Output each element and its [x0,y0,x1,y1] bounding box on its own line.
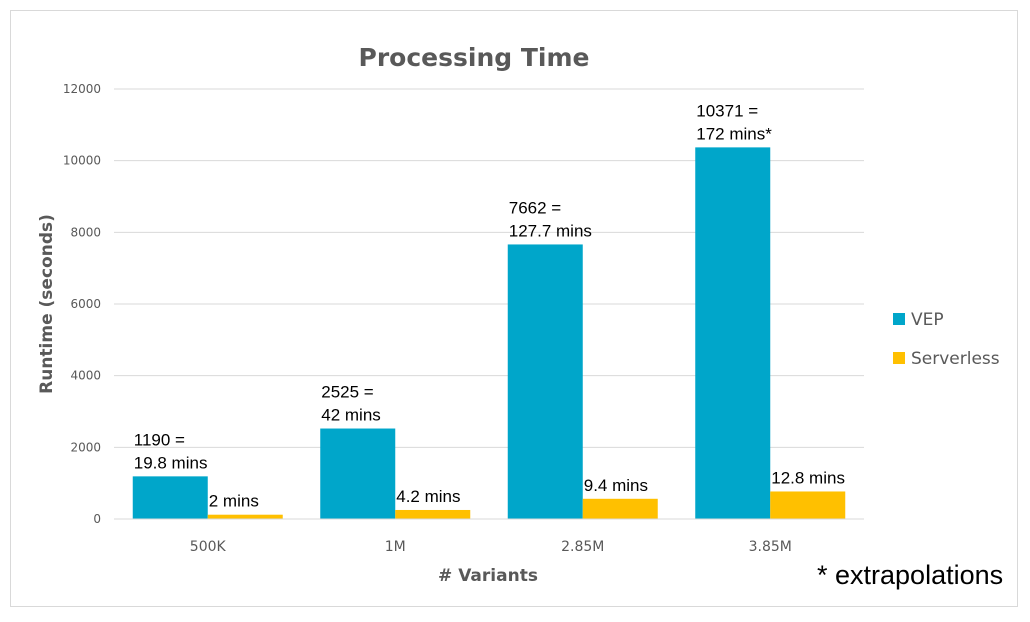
data-label-serverless: 9.4 mins [584,476,648,495]
x-tick-label: 2.85M [561,539,604,555]
bars [132,147,846,519]
y-tick-label: 4000 [70,369,101,383]
bar-serverless [207,514,283,519]
bar-vep [320,428,396,519]
footnote: * extrapolations [817,560,1004,590]
bar-vep [695,147,771,519]
data-label-serverless: 12.8 mins [771,468,845,487]
data-label-serverless: 4.2 mins [396,487,460,506]
data-label-vep: 7662 = [509,198,562,217]
y-tick-label: 6000 [70,297,101,311]
y-tick-label: 10000 [63,154,101,168]
legend-label-serverless: Serverless [911,349,1000,369]
legend: VEP Serverless [893,310,1000,369]
data-label-vep: 2525 = [321,383,374,402]
x-tick-label: 3.85M [749,539,792,555]
y-tick-label: 12000 [63,82,101,96]
y-axis-ticks: 0 2000 4000 6000 8000 10000 12000 [63,82,101,526]
data-label-vep: 172 mins* [696,124,772,143]
data-label-vep: 19.8 mins [134,453,208,472]
data-label-vep: 10371 = [696,101,758,120]
y-tick-label: 8000 [70,225,101,239]
y-tick-label: 0 [93,512,101,526]
data-label-serverless: 2 mins [209,492,259,511]
data-label-vep: 42 mins [321,406,381,425]
bar-vep [132,476,208,519]
data-label-vep: 1190 = [134,430,185,449]
legend-swatch-vep [893,313,905,325]
bar-serverless [582,498,658,519]
bar-serverless [770,491,846,519]
bar-serverless [395,509,471,519]
data-label-vep: 127.7 mins [509,221,592,240]
y-axis-label: Runtime (seconds) [37,214,57,394]
bar-vep [507,244,583,519]
chart-title: Processing Time [359,43,590,72]
y-tick-label: 2000 [70,440,101,454]
x-axis-ticks: 500K 1M 2.85M 3.85M [190,539,792,555]
legend-swatch-serverless [893,352,905,364]
x-tick-label: 500K [190,539,227,555]
x-axis-label: # Variants [438,566,538,586]
data-labels: 1190 = 19.8 mins 2 mins 2525 = 42 mins 4.2 mi… [134,101,845,510]
chart-frame [10,10,1018,607]
x-tick-label: 1M [385,539,406,555]
legend-label-vep: VEP [911,310,944,330]
